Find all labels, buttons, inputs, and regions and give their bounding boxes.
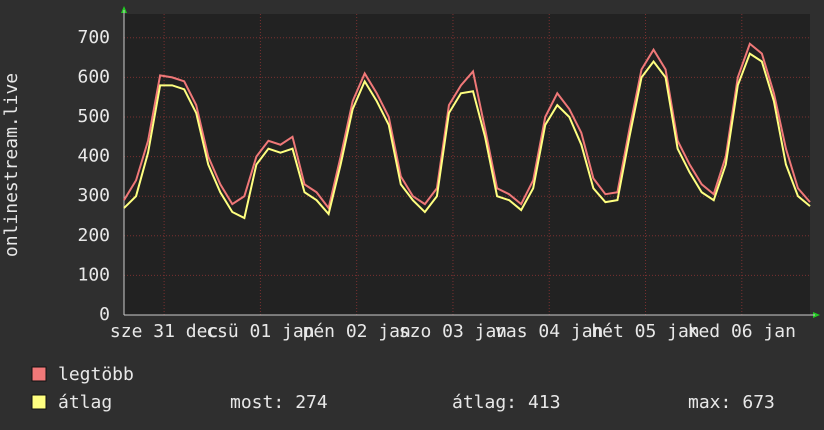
data-line — [123, 52, 811, 220]
axis-arrow — [813, 312, 820, 318]
x-tick-label: hét 05 jan — [591, 321, 699, 342]
y-tick-label: 200 — [77, 225, 110, 246]
legend-swatch — [31, 366, 47, 382]
stat-label: max: — [688, 392, 731, 413]
y-tick-label: 500 — [77, 106, 110, 127]
stat-value: 274 — [295, 392, 328, 413]
axis-arrow — [121, 6, 127, 13]
y-tick-label: 600 — [77, 66, 110, 87]
legend-swatch — [31, 394, 47, 410]
legend-label: átlag — [58, 392, 112, 413]
y-tick-label: 0 — [99, 304, 110, 325]
y-tick-label: 100 — [77, 264, 110, 285]
y-tick-label: 300 — [77, 185, 110, 206]
x-tick-label: ked 06 jan — [688, 321, 796, 342]
x-tick-label: vas 04 jan — [495, 321, 603, 342]
stat-label: most: — [230, 392, 284, 413]
x-tick-label: szo 03 jan — [399, 321, 507, 342]
x-tick-label: csü 01 jan — [206, 321, 314, 342]
plot-area — [124, 14, 810, 315]
x-tick-label: pén 02 jan — [302, 321, 410, 342]
stat-value: 413 — [528, 392, 561, 413]
y-axis-label: onlinestream.live — [1, 73, 22, 257]
stat-value: 673 — [742, 392, 775, 413]
data-line — [123, 42, 811, 211]
stat-label: átlag: — [452, 392, 517, 413]
y-tick-label: 700 — [77, 27, 110, 48]
legend-label: legtöbb — [58, 364, 134, 385]
x-tick-label: sze 31 dec — [110, 321, 218, 342]
y-tick-label: 400 — [77, 146, 110, 167]
